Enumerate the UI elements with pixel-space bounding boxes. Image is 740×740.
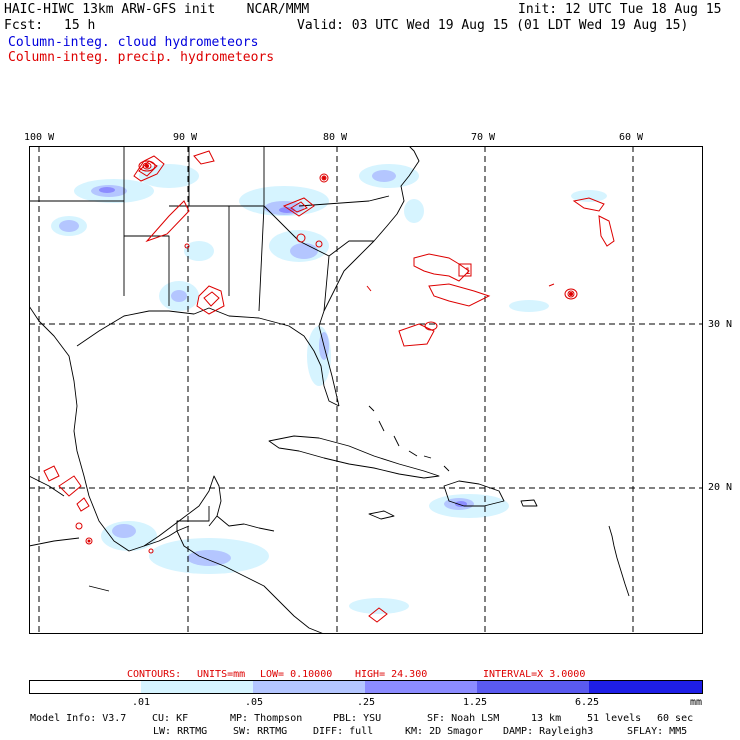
colorbar-segment-4 xyxy=(477,680,589,694)
colorbar-frame xyxy=(29,680,703,694)
model-damp: DAMP: Rayleigh3 xyxy=(503,726,594,737)
lat-lon-grid xyxy=(29,146,703,634)
model-km: KM: 2D Smagor xyxy=(405,726,484,737)
colorbar-segment-5 xyxy=(589,680,703,694)
color-scale-bar xyxy=(29,680,703,694)
contour-high: HIGH= 24.300 xyxy=(355,669,428,680)
lon-label-80w: 80 W xyxy=(323,132,348,143)
model-cu: CU: KF xyxy=(152,713,189,724)
lon-label-100w: 100 W xyxy=(24,132,55,143)
model-mp: MP: Thompson xyxy=(230,713,303,724)
contour-interval: INTERVAL=X 3.0000 xyxy=(483,669,586,680)
colorbar-segment-0 xyxy=(29,680,141,694)
map-title: HAIC-HIWC 13km ARW-GFS init NCAR/MMM xyxy=(4,2,310,17)
lon-label-70w: 70 W xyxy=(471,132,496,143)
colorbar-tick-625: 6.25 xyxy=(575,697,600,708)
forecast-hour: 15 h xyxy=(64,18,96,33)
lon-label-60w: 60 W xyxy=(619,132,644,143)
model-version: Model Info: V3.7 xyxy=(30,713,127,724)
lat-label-30n: 30 N xyxy=(708,319,733,330)
colorbar-unit: mm xyxy=(690,697,703,708)
cloud-hydrometeor-fill xyxy=(51,164,607,614)
forecast-map: 1 xyxy=(29,146,703,634)
colorbar-tick-125: 1.25 xyxy=(463,697,488,708)
colorbar-tick-001: .01 xyxy=(132,697,151,708)
colorbar-tick-025: .25 xyxy=(357,697,376,708)
model-sflay: SFLAY: MM5 xyxy=(627,726,688,737)
legend-cloud-hydrometeors: Column-integ. cloud hydrometeors xyxy=(8,35,259,50)
model-sf: SF: Noah LSM xyxy=(427,713,500,724)
init-time: Init: 12 UTC Tue 18 Aug 15 xyxy=(518,2,722,17)
contour-low: LOW= 0.10000 xyxy=(260,669,333,680)
coastlines-and-borders xyxy=(29,146,630,634)
valid-time: Valid: 03 UTC Wed 19 Aug 15 (01 LDT Wed … xyxy=(297,18,689,33)
precip-hydrometeor-contours xyxy=(43,150,615,623)
model-timestep: 60 sec xyxy=(657,713,694,724)
model-lw: LW: RRTMG xyxy=(153,726,208,737)
lat-label-20n: 20 N xyxy=(708,482,733,493)
contour-units: UNITS=mm xyxy=(197,669,246,680)
max-marker-label: 1 xyxy=(465,267,471,277)
model-pbl: PBL: YSU xyxy=(333,713,382,724)
model-resolution: 13 km xyxy=(531,713,562,724)
forecast-label: Fcst: xyxy=(4,18,44,33)
model-levels: 51 levels xyxy=(587,713,642,724)
model-sw: SW: RRTMG xyxy=(233,726,288,737)
colorbar-segment-3 xyxy=(365,680,477,694)
colorbar-segment-1 xyxy=(141,680,253,694)
contour-label: CONTOURS: xyxy=(127,669,182,680)
precip-maxima xyxy=(87,164,573,543)
colorbar-tick-005: .05 xyxy=(245,697,264,708)
map-frame xyxy=(29,146,703,634)
colorbar-segment-2 xyxy=(253,680,365,694)
model-diff: DIFF: full xyxy=(313,726,374,737)
lon-label-90w: 90 W xyxy=(173,132,198,143)
legend-precip-hydrometeors: Column-integ. precip. hydrometeors xyxy=(8,50,275,65)
